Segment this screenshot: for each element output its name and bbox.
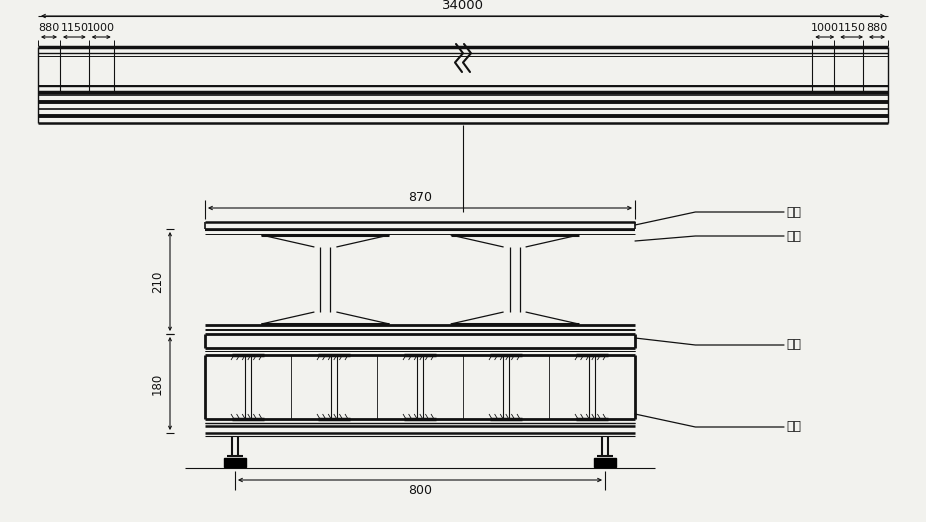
Text: 1150: 1150 bbox=[838, 23, 866, 33]
Text: 1150: 1150 bbox=[60, 23, 88, 33]
Text: 180: 180 bbox=[151, 372, 164, 395]
Text: 台车: 台车 bbox=[786, 338, 801, 351]
Text: 870: 870 bbox=[408, 191, 432, 204]
Text: 34000: 34000 bbox=[442, 0, 484, 12]
Text: 1000: 1000 bbox=[811, 23, 839, 33]
Text: 底模: 底模 bbox=[786, 206, 801, 219]
Text: 横担: 横担 bbox=[786, 230, 801, 243]
Text: 1000: 1000 bbox=[87, 23, 115, 33]
Text: 800: 800 bbox=[408, 484, 432, 497]
Text: 210: 210 bbox=[151, 270, 164, 293]
Text: 880: 880 bbox=[38, 23, 59, 33]
Text: 錢軸: 錢軸 bbox=[786, 421, 801, 433]
Bar bbox=[224, 458, 246, 467]
Bar bbox=[594, 458, 616, 467]
Text: 880: 880 bbox=[867, 23, 888, 33]
